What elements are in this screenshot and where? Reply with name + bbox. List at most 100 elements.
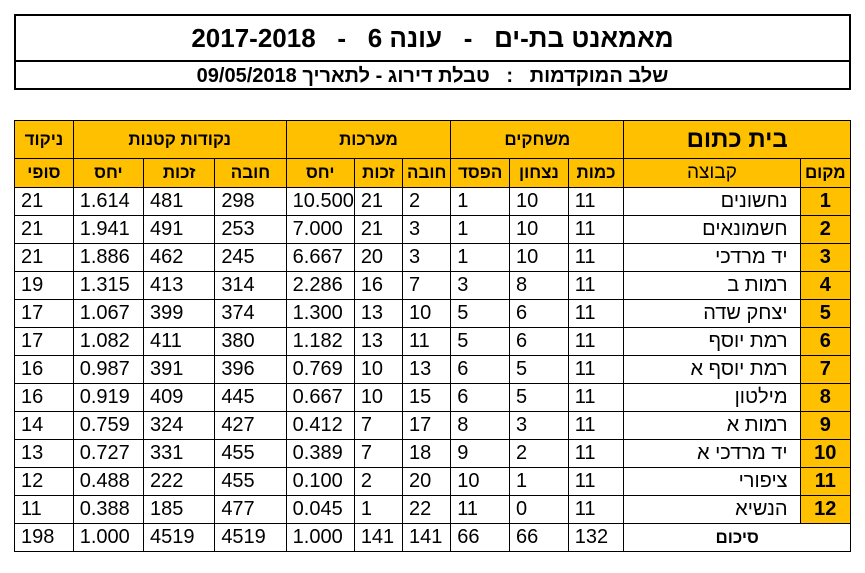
cell-rank: 11: [799, 467, 852, 496]
cell-won: 2: [509, 439, 569, 468]
col-played: כמות: [567, 158, 625, 188]
cell-lost: 5: [450, 299, 511, 328]
cell-rank: 4: [799, 271, 852, 300]
summary-lost: 66: [450, 523, 511, 552]
cell-pts-won: 409: [142, 383, 216, 412]
cell-final: 13: [14, 439, 74, 468]
cell-pts-won: 331: [142, 439, 216, 468]
cell-lost: 1: [450, 187, 511, 216]
cell-sets-won: 21: [353, 187, 404, 216]
cell-sets-lost: 17: [402, 411, 452, 440]
standings-table: ניקוד נקודות קטנות מערכות משחקים בית כתו…: [14, 120, 852, 552]
cell-won: 10: [509, 187, 569, 216]
cell-lost: 8: [450, 411, 511, 440]
col-pts-won: זכות: [142, 158, 216, 188]
cell-final: 21: [14, 215, 74, 244]
col-rank: מקום: [799, 158, 852, 188]
cell-sets-won: 13: [353, 327, 404, 356]
table-row: 17 1.067 399 374 1.300 13 10 5 6 11 יצחק שדה 5: [14, 299, 852, 328]
cell-pts-ratio: 0.919: [72, 383, 145, 412]
cell-rank: 12: [799, 495, 852, 524]
col-final: סופי: [14, 158, 74, 188]
cell-sets-ratio: 6.667: [285, 243, 355, 272]
cell-team: רמת יוסף: [623, 327, 801, 356]
cell-played: 11: [567, 215, 625, 244]
cell-won: 1: [509, 467, 569, 496]
cell-lost: 6: [450, 383, 511, 412]
col-sets-won: זכות: [353, 158, 404, 188]
cell-sets-lost: 2: [402, 187, 452, 216]
cell-sets-lost: 18: [402, 439, 452, 468]
summary-sets-ratio: 1.000: [285, 523, 355, 552]
cell-sets-ratio: 1.182: [285, 327, 355, 356]
cell-sets-won: 16: [353, 271, 404, 300]
cell-pts-lost: 477: [214, 495, 287, 524]
cell-sets-lost: 20: [402, 467, 452, 496]
cell-rank: 9: [799, 411, 852, 440]
cell-played: 11: [567, 271, 625, 300]
cell-sets-won: 7: [353, 411, 404, 440]
table-row: 11 0.388 185 477 0.045 1 22 11 0 11 הנשיא 12: [14, 495, 852, 524]
cell-lost: 1: [450, 243, 511, 272]
cell-sets-ratio: 7.000: [285, 215, 355, 244]
cell-played: 11: [567, 495, 625, 524]
cell-pts-lost: 455: [214, 467, 287, 496]
cell-final: 17: [14, 327, 74, 356]
summary-label: סיכום: [623, 523, 851, 552]
cell-lost: 5: [450, 327, 511, 356]
table-row: 21 1.941 491 253 7.000 21 3 1 10 11 חשמונאים 2: [14, 215, 852, 244]
cell-rank: 1: [799, 187, 852, 216]
cell-pts-won: 324: [142, 411, 216, 440]
cell-played: 11: [567, 355, 625, 384]
cell-final: 16: [14, 355, 74, 384]
table-row: 17 1.082 411 380 1.182 13 11 5 6 11 רמת יוסף 6: [14, 327, 852, 356]
col-lost: הפסד: [450, 158, 511, 188]
page-title: מאמאנט בת-ים - עונה 6 - 2017-2018: [16, 16, 849, 62]
cell-sets-ratio: 1.300: [285, 299, 355, 328]
cell-pts-lost: 396: [214, 355, 287, 384]
table-row: 12 0.488 222 455 0.100 2 20 10 1 11 ציפורי 11: [14, 467, 852, 496]
header-box: מאמאנט בת-ים - עונה 6 - 2017-2018 שלב המ…: [14, 14, 851, 90]
cell-final: 21: [14, 187, 74, 216]
cell-rank: 10: [799, 439, 852, 468]
cell-final: 21: [14, 243, 74, 272]
cell-final: 16: [14, 383, 74, 412]
summary-played: 132: [567, 523, 625, 552]
cell-won: 10: [509, 243, 569, 272]
cell-sets-lost: 11: [402, 327, 452, 356]
cell-final: 19: [14, 271, 74, 300]
cell-lost: 6: [450, 355, 511, 384]
cell-played: 11: [567, 187, 625, 216]
cell-lost: 11: [450, 495, 511, 524]
cell-sets-won: 20: [353, 243, 404, 272]
table-row: 21 1.886 462 245 6.667 20 3 1 10 11 יד מרדכי 3: [14, 243, 852, 272]
cell-sets-lost: 10: [402, 299, 452, 328]
cell-pts-ratio: 0.727: [72, 439, 145, 468]
cell-pts-won: 462: [142, 243, 216, 272]
cell-rank: 5: [799, 299, 852, 328]
table-row: 16 0.919 409 445 0.667 10 15 6 5 11 מילטון 8: [14, 383, 852, 412]
cell-sets-lost: 3: [402, 243, 452, 272]
cell-sets-lost: 22: [402, 495, 452, 524]
cell-pts-ratio: 1.082: [72, 327, 145, 356]
group-points: נקודות קטנות: [72, 120, 287, 159]
col-pts-ratio: יחס: [72, 158, 145, 188]
cell-pts-lost: 445: [214, 383, 287, 412]
cell-pts-ratio: 0.987: [72, 355, 145, 384]
cell-team: רמת יוסף א: [623, 355, 801, 384]
cell-pts-won: 491: [142, 215, 216, 244]
cell-rank: 6: [799, 327, 852, 356]
cell-pts-won: 481: [142, 187, 216, 216]
cell-pts-won: 411: [142, 327, 216, 356]
table-row: 13 0.727 331 455 0.389 7 18 9 2 11 יד מרדכי א 10: [14, 439, 852, 468]
cell-team: יד מרדכי: [623, 243, 801, 272]
summary-pts-ratio: 1.000: [72, 523, 145, 552]
cell-played: 11: [567, 243, 625, 272]
col-sets-lost: חובה: [402, 158, 452, 188]
cell-team: יד מרדכי א: [623, 439, 801, 468]
cell-rank: 8: [799, 383, 852, 412]
cell-played: 11: [567, 299, 625, 328]
col-sets-ratio: יחס: [285, 158, 355, 188]
cell-sets-won: 1: [353, 495, 404, 524]
